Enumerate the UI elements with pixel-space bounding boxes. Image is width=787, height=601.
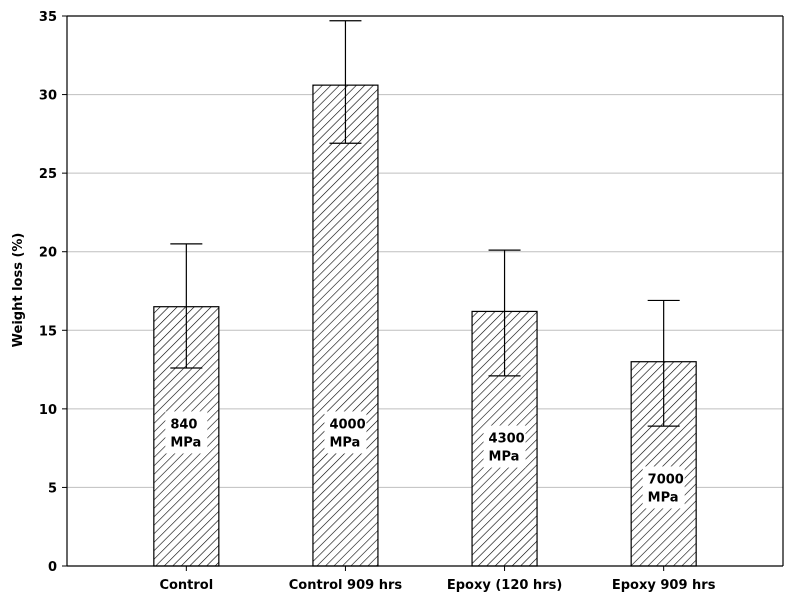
y-tick-label: 30 (39, 89, 57, 104)
x-tick-label: Epoxy 909 hrs (612, 578, 716, 593)
bar-label: MPa (489, 450, 520, 465)
y-tick-label: 0 (48, 560, 57, 575)
bar-label-box (165, 411, 208, 454)
bar-label: 840 (170, 417, 197, 432)
y-tick-label: 5 (48, 481, 57, 496)
bars: 840 MPa 4000 MPa 4300 MPa 7000 MPa (153, 20, 697, 567)
y-tick-label: 25 (39, 167, 57, 182)
y-tick-label: 20 (39, 246, 57, 261)
x-tick-label: Control (159, 578, 213, 593)
bar-label: MPa (329, 435, 360, 450)
y-tick-label: 15 (39, 324, 57, 339)
bar-label-box (642, 466, 685, 509)
y-tick-label: 10 (39, 403, 57, 418)
bar-label-box (324, 411, 367, 454)
bar-label: 7000 (648, 472, 684, 487)
axes: 0 5 10 15 20 25 30 35 Control Control 909 hrs Epox… (39, 10, 784, 593)
bar-label: MPa (170, 435, 201, 450)
bar-label: 4300 (489, 432, 525, 447)
x-tick-label: Epoxy (120 hrs) (447, 578, 562, 593)
y-axis-title: Weight loss (%) (11, 233, 26, 348)
bar-label: MPa (648, 490, 679, 505)
bar (312, 84, 379, 567)
bar-label-box (483, 425, 526, 468)
y-tick-label: 35 (39, 10, 57, 25)
x-tick-label: Control 909 hrs (289, 578, 403, 593)
bar-label: 4000 (329, 417, 365, 432)
